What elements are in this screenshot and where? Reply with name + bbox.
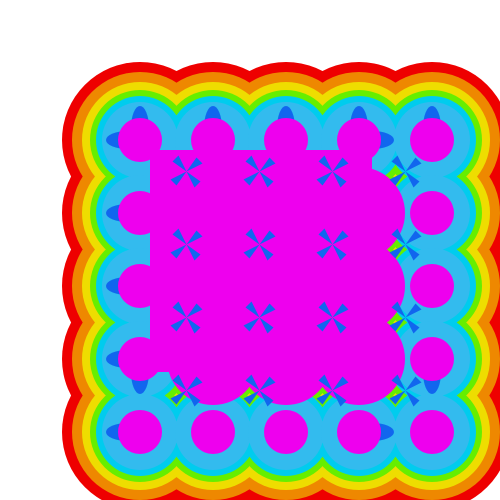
bowtie-wing	[405, 230, 422, 245]
bowtie-mark	[243, 228, 276, 261]
bowtie-wing	[318, 374, 333, 391]
core-disc	[118, 410, 162, 454]
bowtie-wing	[389, 244, 406, 259]
bowtie-mark	[389, 228, 422, 261]
bowtie-wing	[332, 157, 349, 172]
bowtie-wing	[170, 171, 187, 186]
bowtie-wing	[259, 230, 276, 245]
bowtie-wing	[332, 171, 347, 188]
bowtie-wing	[316, 317, 333, 332]
bowtie-wing	[243, 244, 260, 259]
bowtie-mark	[316, 374, 349, 407]
bowtie-wing	[259, 303, 276, 318]
bowtie-wing	[405, 390, 420, 407]
bowtie-wing	[243, 317, 260, 332]
bowtie-mark	[389, 155, 422, 188]
bowtie-wing	[318, 228, 333, 245]
bowtie-wing	[245, 228, 260, 245]
bowtie-wing	[332, 230, 349, 245]
bowtie-wing	[186, 244, 201, 261]
bowtie-wing	[186, 317, 201, 334]
bowtie-mark	[243, 374, 276, 407]
bowtie-mark	[170, 301, 203, 334]
bowtie-wing	[318, 301, 333, 318]
bowtie-wing	[405, 244, 420, 261]
bowtie-wing	[316, 171, 333, 186]
bowtie-wing	[405, 317, 420, 334]
core-disc	[264, 410, 308, 454]
bowtie-wing	[316, 244, 333, 259]
bowtie-wing	[186, 303, 203, 318]
bowtie-wing	[389, 171, 406, 186]
bowtie-wing	[318, 155, 333, 172]
bowtie-wing	[389, 317, 406, 332]
bowtie-wing	[391, 301, 406, 318]
bowtie-wing	[259, 390, 274, 407]
bowtie-wing	[186, 157, 203, 172]
bowtie-wing	[170, 317, 187, 332]
bowtie-wing	[245, 374, 260, 391]
bowtie-wing	[186, 230, 203, 245]
bowtie-mark	[243, 301, 276, 334]
bowtie-wing	[332, 303, 349, 318]
bowtie-mark	[389, 301, 422, 334]
bowtie-wing	[405, 171, 420, 188]
bowtie-wing	[245, 155, 260, 172]
core-disc	[191, 410, 235, 454]
bowtie-mark	[243, 155, 276, 188]
bowtie-wing	[186, 390, 201, 407]
bowtie-wing	[172, 155, 187, 172]
bowtie-mark	[170, 374, 203, 407]
bowtie-wing	[391, 155, 406, 172]
bowtie-wing	[243, 390, 260, 405]
bowtie-wing	[259, 317, 274, 334]
bowtie-wing	[172, 301, 187, 318]
bowtie-wing	[332, 390, 347, 407]
bowtie-wing	[170, 244, 187, 259]
bowtie-wing	[259, 244, 274, 261]
bowtie-wing	[332, 376, 349, 391]
bowtie-wing	[316, 390, 333, 405]
bowtie-wing	[332, 244, 347, 261]
bowtie-wing	[389, 390, 406, 405]
core-disc	[410, 410, 454, 454]
bowtie-mark	[170, 228, 203, 261]
bowtie-wing	[259, 157, 276, 172]
bowtie-wing	[405, 303, 422, 318]
core-disc	[410, 337, 454, 381]
bowtie-wing	[245, 301, 260, 318]
bowtie-mark	[316, 155, 349, 188]
bowtie-wing	[186, 376, 203, 391]
bowtie-mark	[170, 155, 203, 188]
bowtie-wing	[259, 376, 276, 391]
bowtie-marks	[170, 155, 422, 407]
bowtie-wing	[391, 374, 406, 391]
bowtie-mark	[316, 301, 349, 334]
bowtie-wing	[332, 317, 347, 334]
bowtie-wing	[405, 376, 422, 391]
bowtie-wing	[243, 171, 260, 186]
bowtie-wing	[172, 228, 187, 245]
core-square	[150, 150, 372, 372]
bowtie-mark	[316, 228, 349, 261]
core-disc	[337, 410, 381, 454]
core-disc	[410, 191, 454, 235]
bowtie-wing	[391, 228, 406, 245]
bowtie-wing	[186, 171, 201, 188]
core-region	[118, 118, 454, 454]
bowtie-wing	[172, 374, 187, 391]
core-disc	[410, 264, 454, 308]
bowtie-wing	[259, 171, 274, 188]
bowtie-wing	[405, 157, 422, 172]
bowtie-wing	[170, 390, 187, 405]
bowtie-mark	[389, 374, 422, 407]
core-disc	[410, 118, 454, 162]
